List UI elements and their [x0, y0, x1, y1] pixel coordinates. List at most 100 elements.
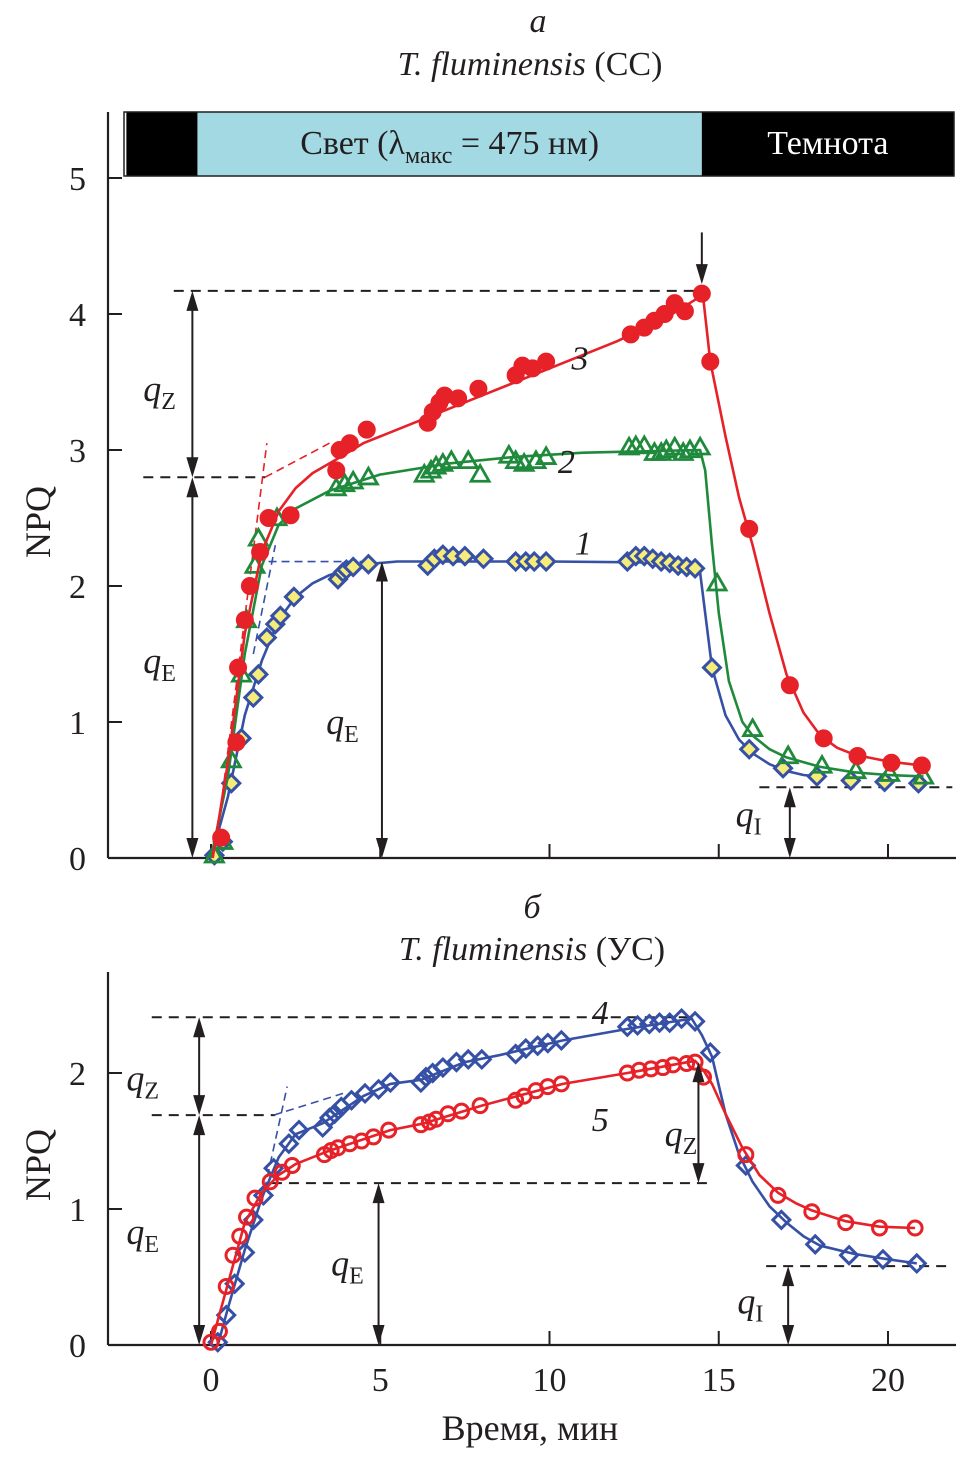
data-point-diamond — [454, 545, 476, 567]
data-point-circle — [449, 389, 468, 408]
annotation-sub: E — [349, 1263, 364, 1289]
series-5 — [202, 1053, 924, 1351]
data-point-diamond — [318, 1107, 341, 1129]
data-point-diamond — [269, 605, 292, 627]
panel-a-title-suffix: (СС) — [586, 46, 663, 83]
data-point-triangle — [202, 843, 226, 864]
data-point-circle — [906, 1219, 924, 1237]
light-bar-label: Темнота — [767, 125, 888, 162]
series-fit-line — [209, 1059, 916, 1346]
light-dark-bar: Свет (λмакс = 475 нм) Темнота — [123, 111, 955, 177]
data-point-circle — [452, 1102, 470, 1120]
data-point-circle — [261, 1173, 279, 1191]
annotation-sub: I — [754, 814, 762, 840]
data-point-diamond — [701, 656, 723, 679]
annotation-sub: I — [755, 1301, 763, 1327]
double-arrow-head-down — [375, 838, 388, 858]
data-point-diamond — [288, 1119, 310, 1141]
data-point-diamond — [515, 1037, 537, 1060]
data-point-circle — [507, 1091, 525, 1109]
double-arrow-head-up — [372, 1183, 385, 1204]
data-point-diamond — [738, 738, 760, 760]
data-point-diamond — [379, 1071, 402, 1094]
y-tick-label: 5 — [69, 161, 86, 198]
panel-a-letter: а — [530, 3, 547, 40]
annotation-q: q — [143, 369, 161, 409]
double-arrow-head-up — [375, 561, 388, 582]
light-bar-label-main: Темнота — [767, 125, 888, 162]
x-tick-label: 20 — [871, 1362, 905, 1399]
data-point-diamond — [357, 553, 380, 575]
x-tick-label: 5 — [372, 1362, 389, 1399]
data-point-triangle — [439, 449, 463, 470]
panel-b-title: T. fluminensis (УС) — [399, 931, 665, 968]
series-fit-line — [209, 448, 924, 859]
curve-label: 2 — [558, 444, 575, 481]
data-point-triangle — [632, 434, 656, 455]
data-point-triangle — [219, 748, 243, 769]
data-point-diamond — [670, 1007, 693, 1030]
light-bar-label-sub: макс — [405, 143, 452, 169]
panel-b-ylabel: NPQ — [18, 1129, 58, 1201]
data-point-circle — [912, 756, 931, 775]
data-point-circle — [327, 461, 346, 480]
annotation-sub: Z — [161, 389, 176, 415]
data-point-circle — [224, 1246, 242, 1264]
data-point-circle — [471, 1097, 489, 1115]
data-point-circle — [235, 611, 254, 629]
data-point-triangle — [534, 444, 558, 465]
data-point-circle — [217, 1278, 235, 1296]
y-tick-label: 3 — [69, 433, 86, 470]
data-point-diamond — [616, 1016, 638, 1038]
peak-arrow-head — [695, 264, 708, 285]
series-3 — [211, 284, 931, 859]
data-point-circle — [552, 1075, 570, 1093]
data-point-circle — [340, 434, 359, 453]
series-4 — [207, 1007, 928, 1353]
data-point-diamond — [457, 1048, 479, 1071]
panel-a-title-species: T. fluminensis — [398, 46, 586, 83]
data-point-circle — [848, 747, 867, 765]
data-point-circle — [780, 676, 799, 695]
data-point-triangle — [424, 454, 448, 475]
annotation-label: qE — [143, 641, 176, 687]
data-point-circle — [642, 1060, 660, 1078]
data-point-triangle — [741, 716, 765, 737]
y-tick-label: 0 — [69, 1328, 86, 1365]
data-point-circle — [882, 753, 901, 772]
y-tick-label: 1 — [69, 1192, 86, 1229]
data-point-triangle — [324, 476, 348, 497]
data-point-triangle — [468, 462, 492, 483]
data-point-circle — [871, 1219, 889, 1237]
double-arrow-head-up — [782, 1266, 795, 1287]
annotation-label: qZ — [665, 1114, 698, 1160]
data-point-circle — [281, 506, 300, 525]
double-arrow-head-down — [692, 1163, 705, 1184]
data-point-diamond — [638, 1013, 660, 1035]
double-arrow-head-down — [193, 1095, 206, 1116]
curve-label: 5 — [592, 1102, 609, 1139]
data-point-diamond — [804, 1233, 826, 1255]
data-point-triangle — [431, 451, 455, 472]
data-point-diamond — [256, 627, 278, 649]
double-arrow-head-down — [186, 457, 199, 478]
series-2 — [202, 434, 935, 864]
annotation-sub: E — [144, 1232, 159, 1258]
double-arrow-head-down — [783, 838, 796, 858]
data-point-circle — [238, 1208, 256, 1226]
data-point-circle — [412, 1116, 430, 1134]
y-tick-label: 4 — [69, 297, 86, 334]
data-point-diamond — [283, 586, 305, 608]
annotation-q: q — [326, 702, 344, 742]
double-arrow-head-up — [692, 1062, 705, 1083]
data-point-circle — [769, 1186, 787, 1204]
data-point-circle — [380, 1121, 398, 1139]
data-point-diamond — [550, 1029, 572, 1051]
series-1 — [203, 544, 930, 866]
data-point-diamond — [872, 1248, 894, 1270]
curve-label: 1 — [575, 525, 592, 562]
annotation-q: q — [143, 641, 161, 681]
annotation-sub: E — [161, 661, 176, 687]
